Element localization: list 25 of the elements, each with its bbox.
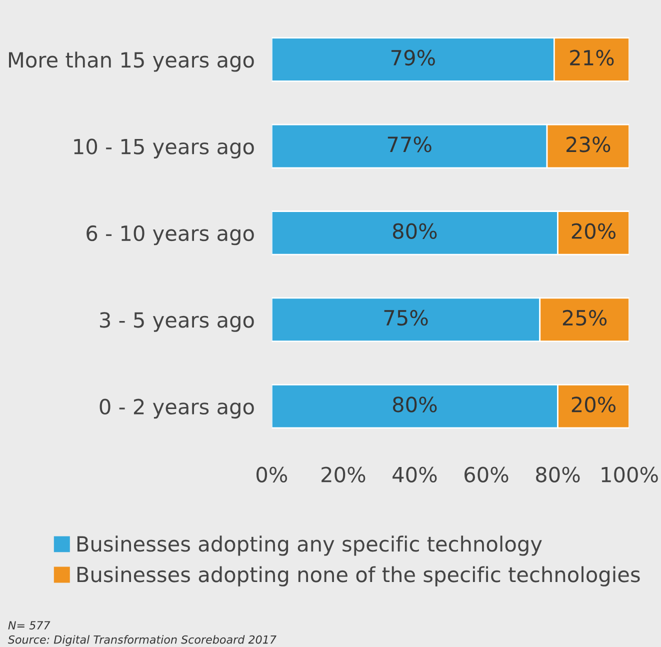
x-tick-label: 80% (536, 466, 580, 482)
x-tick-label: 20% (322, 466, 366, 482)
x-tick-label: 100% (602, 466, 658, 482)
data-label: 20% (572, 223, 616, 239)
data-label: 80% (392, 396, 437, 412)
y-tick-label: 6 - 10 years ago (86, 225, 254, 246)
data-label: 23% (566, 136, 610, 152)
y-tick-label: 3 - 5 years ago (100, 312, 254, 332)
legend-label: Businesses adopting any specific technology (77, 536, 542, 556)
x-tick-label: 40% (392, 466, 437, 482)
text: N= 577 (8, 621, 50, 630)
x-tick-label: 60% (464, 466, 508, 482)
data-label: 25% (562, 310, 607, 326)
data-label: 79% (391, 50, 435, 66)
y-tick-label: 0 - 2 years ago (100, 398, 254, 419)
legend-label: Businesses adopting none of the specific technologies (77, 566, 640, 586)
y-tick-label: 10 - 15 years ago (74, 138, 254, 158)
data-label: 80% (392, 223, 437, 239)
y-tick-label: More than 15 years ago (9, 52, 254, 72)
data-label: 77% (388, 136, 432, 152)
data-label: 20% (572, 396, 616, 412)
data-label: 21% (570, 50, 614, 66)
x-tick-label: 0% (256, 466, 288, 482)
source-note: Source: Digital Transformation Scoreboard 2017 (8, 635, 276, 646)
data-label: 75% (384, 310, 428, 326)
